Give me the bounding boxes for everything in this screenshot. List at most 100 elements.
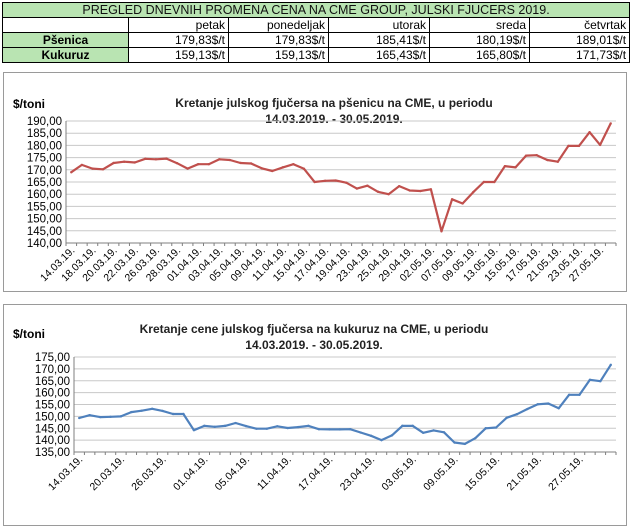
- data-point: [526, 407, 529, 411]
- price-cell: 171,73$/t: [528, 47, 631, 63]
- x-tick-label: 11.04.19.: [255, 454, 294, 493]
- y-tick-label: 190,00: [27, 116, 62, 128]
- data-point: [546, 158, 549, 162]
- data-point: [133, 161, 136, 164]
- data-point: [461, 202, 464, 205]
- price-cell: 189,01$/t: [528, 32, 631, 48]
- chart-title-line2: 14.03.2019. - 30.05.2019.: [245, 338, 383, 352]
- data-point: [78, 416, 81, 420]
- y-tick-label: 160,00: [27, 189, 62, 201]
- x-tick-label: 03.05.19.: [379, 454, 418, 493]
- data-point: [175, 162, 179, 165]
- data-point: [119, 415, 123, 418]
- x-tick-label: 17.04.19.: [296, 454, 335, 493]
- data-point: [494, 426, 498, 429]
- day-header: utorak: [328, 17, 430, 33]
- data-point: [598, 143, 602, 147]
- row-label-corn: Kukuruz: [2, 47, 129, 63]
- data-point: [265, 427, 269, 430]
- series-line: [78, 364, 612, 445]
- data-point: [186, 167, 189, 170]
- data-point: [505, 416, 508, 419]
- y-axis-label: $/toni: [13, 327, 45, 341]
- x-tick-label: 27.05.19.: [546, 454, 585, 493]
- data-point: [355, 187, 359, 190]
- table-title: PREGLED DNEVNIH PROMENA CENA NA CME GROU…: [1, 2, 631, 18]
- day-header: četvrtak: [528, 17, 631, 33]
- data-point: [271, 169, 274, 173]
- y-tick-label: 150,00: [27, 214, 62, 226]
- data-point: [609, 122, 612, 125]
- x-tick-label: 21.05.19.: [504, 454, 543, 493]
- price-cell: 165,80$/t: [429, 47, 530, 63]
- chart-title-line1: Kretanje julskog fjučersa na pšenicu na …: [175, 96, 493, 110]
- data-point: [109, 415, 112, 419]
- data-point: [244, 424, 248, 428]
- chart-title-line1: Kretanje cene julskog fjučersa na kukuru…: [139, 322, 489, 336]
- data-point: [260, 167, 263, 170]
- y-axis-label: $/toni: [13, 97, 45, 111]
- data-point: [536, 403, 540, 406]
- data-point: [577, 144, 581, 148]
- y-tick-label: 150,00: [35, 411, 70, 423]
- data-point: [302, 167, 306, 171]
- chart-title: Kretanje julskog fjučersa na pšenicu na …: [124, 95, 544, 127]
- y-tick-label: 155,00: [35, 400, 70, 412]
- data-point: [101, 168, 105, 171]
- data-point: [218, 158, 221, 161]
- data-point: [472, 191, 475, 194]
- price-cell: 179,83$/t: [228, 32, 329, 48]
- day-header: petak: [128, 17, 229, 33]
- data-point: [255, 427, 258, 430]
- y-tick-label: 165,00: [35, 376, 70, 388]
- data-point: [578, 393, 581, 396]
- data-point: [369, 434, 373, 438]
- data-point: [450, 198, 454, 201]
- data-point: [482, 180, 485, 184]
- data-point: [366, 184, 369, 187]
- data-point: [122, 160, 126, 163]
- data-point: [380, 438, 383, 442]
- y-tick-label: 140,00: [27, 238, 62, 250]
- data-point: [401, 424, 404, 428]
- data-point: [484, 427, 487, 430]
- table-row-corn: Kukuruz 159,13$/t 159,13$/t 165,43$/t 16…: [2, 47, 631, 63]
- data-point: [70, 171, 73, 174]
- price-cell: 159,13$/t: [128, 47, 229, 63]
- data-point: [292, 162, 295, 166]
- corn-chart: $/toni Kretanje cene julskog fjučersa na…: [3, 304, 627, 526]
- data-point: [535, 153, 538, 157]
- x-tick-label: 01.04.19.: [171, 454, 210, 493]
- y-tick-label: 160,00: [35, 388, 70, 400]
- data-point: [154, 158, 158, 161]
- data-point: [234, 421, 237, 425]
- data-point: [281, 166, 285, 169]
- data-point: [503, 164, 507, 168]
- price-cell: 180,19$/t: [429, 32, 530, 48]
- data-point: [588, 131, 591, 134]
- data-point: [334, 179, 337, 182]
- y-tick-label: 185,00: [27, 128, 62, 140]
- data-point: [474, 437, 477, 440]
- row-label-wheat: Pšenica: [2, 32, 129, 48]
- chart-title: Kretanje cene julskog fjučersa na kukuru…: [104, 321, 524, 353]
- y-tick-label: 140,00: [35, 435, 70, 447]
- data-point: [197, 162, 200, 166]
- data-point: [88, 413, 91, 417]
- data-point: [161, 409, 164, 413]
- data-point: [556, 160, 560, 163]
- data-point: [276, 425, 279, 428]
- table-row-wheat: Pšenica 179,83$/t 179,83$/t 185,41$/t 18…: [2, 32, 631, 48]
- data-point: [547, 402, 550, 405]
- data-point: [144, 157, 147, 161]
- data-point: [286, 426, 289, 430]
- data-point: [419, 189, 422, 193]
- data-point: [130, 410, 133, 414]
- data-point: [345, 181, 348, 184]
- data-point: [408, 189, 411, 192]
- data-point: [80, 163, 84, 167]
- data-point: [390, 434, 394, 437]
- data-point: [323, 179, 327, 182]
- data-point: [463, 442, 467, 446]
- day-header: sreda: [429, 17, 530, 33]
